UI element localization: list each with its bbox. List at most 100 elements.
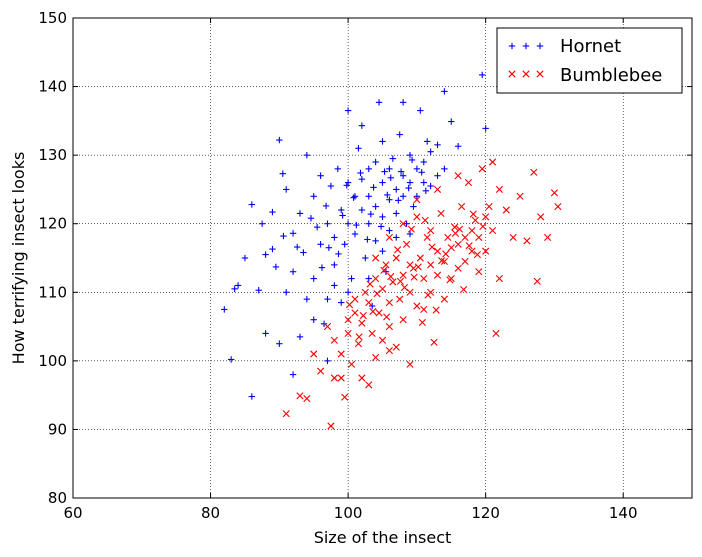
bumblebee-point bbox=[537, 213, 545, 221]
hornet-point bbox=[310, 275, 317, 282]
hornet-point bbox=[344, 179, 352, 186]
x-axis-label: Size of the insect bbox=[314, 528, 452, 547]
y-tick-label: 130 bbox=[38, 146, 67, 164]
hornet-point bbox=[367, 210, 375, 218]
hornet-point bbox=[406, 230, 414, 238]
bumblebee-point bbox=[495, 185, 504, 194]
hornet-point bbox=[389, 155, 397, 162]
hornet-point bbox=[422, 187, 430, 194]
hornet-point bbox=[280, 232, 287, 240]
hornet-point bbox=[317, 172, 324, 179]
hornet-point bbox=[408, 156, 416, 164]
bumblebee-point bbox=[433, 247, 442, 255]
bumblebee-point bbox=[359, 312, 367, 320]
bumblebee-point bbox=[402, 240, 411, 248]
hornet-point bbox=[350, 194, 357, 201]
hornet-point bbox=[283, 289, 290, 296]
bumblebee-point bbox=[478, 165, 486, 173]
hornet-point bbox=[324, 295, 331, 303]
hornet-point bbox=[427, 182, 434, 190]
hornet-point bbox=[381, 168, 388, 175]
bumblebee-point bbox=[361, 288, 369, 296]
hornet-point bbox=[227, 356, 235, 363]
hornet-point bbox=[344, 220, 352, 227]
hornet-point bbox=[338, 299, 345, 306]
hornet-point bbox=[365, 193, 372, 200]
y-tick-label: 100 bbox=[38, 352, 67, 370]
bumblebee-point bbox=[382, 261, 390, 269]
hornet-point bbox=[362, 254, 369, 262]
hornet-point bbox=[368, 302, 376, 310]
bumblebee-point bbox=[400, 283, 409, 292]
bumblebee-point bbox=[488, 158, 497, 166]
bumblebee-point bbox=[385, 322, 393, 331]
hornet-point bbox=[364, 236, 371, 243]
legend-label-hornet: Hornet bbox=[560, 36, 621, 57]
y-tick-label: 140 bbox=[38, 78, 67, 96]
hornet-point bbox=[358, 122, 366, 129]
bumblebee-point bbox=[378, 336, 387, 344]
hornet-point bbox=[399, 172, 407, 179]
hornet-point bbox=[379, 247, 386, 255]
hornet-point bbox=[276, 136, 283, 144]
bumblebee-point bbox=[396, 277, 404, 285]
hornet-point bbox=[303, 295, 311, 303]
bumblebee-point bbox=[423, 233, 431, 242]
hornet-point bbox=[379, 179, 386, 186]
bumblebee-point bbox=[421, 216, 429, 224]
hornet-point bbox=[427, 148, 434, 155]
bumblebee-point bbox=[479, 222, 487, 231]
y-tick-label: 120 bbox=[38, 215, 67, 233]
legend-symbol bbox=[508, 42, 516, 50]
hornet-point bbox=[231, 285, 238, 293]
hornet-point bbox=[318, 264, 326, 271]
hornet-point bbox=[269, 245, 276, 253]
bumblebee-point bbox=[460, 285, 468, 294]
bumblebee-point bbox=[469, 210, 477, 218]
hornet-point bbox=[262, 251, 269, 258]
hornet-point bbox=[372, 237, 379, 245]
bumblebee-point bbox=[365, 381, 373, 389]
bumblebee-point bbox=[446, 276, 454, 284]
hornet-point bbox=[379, 213, 386, 221]
y-tick-label: 150 bbox=[38, 9, 67, 27]
hornet-point bbox=[351, 230, 359, 238]
bumblebee-point bbox=[554, 202, 562, 211]
y-tick-label: 90 bbox=[48, 420, 67, 438]
bumblebee-point bbox=[550, 189, 559, 197]
hornet-point bbox=[395, 197, 402, 204]
legend-marker-hornet bbox=[508, 42, 544, 50]
hornet-point bbox=[300, 249, 307, 256]
plot-frame bbox=[72, 17, 693, 499]
hornet-point bbox=[307, 215, 315, 222]
bumblebee-point bbox=[430, 338, 438, 346]
hornet-point bbox=[310, 316, 317, 323]
bumblebee-point bbox=[530, 168, 538, 176]
hornet-point bbox=[344, 289, 352, 296]
bumblebee-point bbox=[385, 298, 393, 307]
x-tick-label: 120 bbox=[471, 504, 500, 522]
bumblebee-point bbox=[420, 305, 428, 314]
bumblebee-point bbox=[413, 213, 421, 221]
bumblebee-point bbox=[396, 295, 404, 303]
hornet-point bbox=[272, 263, 280, 271]
y-tick-label: 110 bbox=[38, 283, 67, 301]
bumblebee-point bbox=[454, 264, 462, 272]
bumblebee-point bbox=[440, 257, 448, 266]
bumblebee-point bbox=[533, 277, 541, 285]
bumblebee-point bbox=[413, 196, 421, 204]
hornet-point bbox=[413, 193, 421, 200]
hornet-point bbox=[406, 151, 414, 159]
hornet-point bbox=[403, 220, 410, 227]
bumblebee-point bbox=[310, 350, 318, 358]
hornet-point bbox=[296, 333, 304, 341]
legend-symbol bbox=[522, 70, 530, 78]
x-tick-label: 100 bbox=[334, 504, 363, 522]
hornet-point bbox=[294, 243, 301, 251]
bumblebee-point bbox=[406, 261, 414, 269]
hornet-point bbox=[248, 201, 256, 208]
bumblebee-point bbox=[406, 360, 414, 368]
bumblebee-point bbox=[317, 367, 325, 375]
